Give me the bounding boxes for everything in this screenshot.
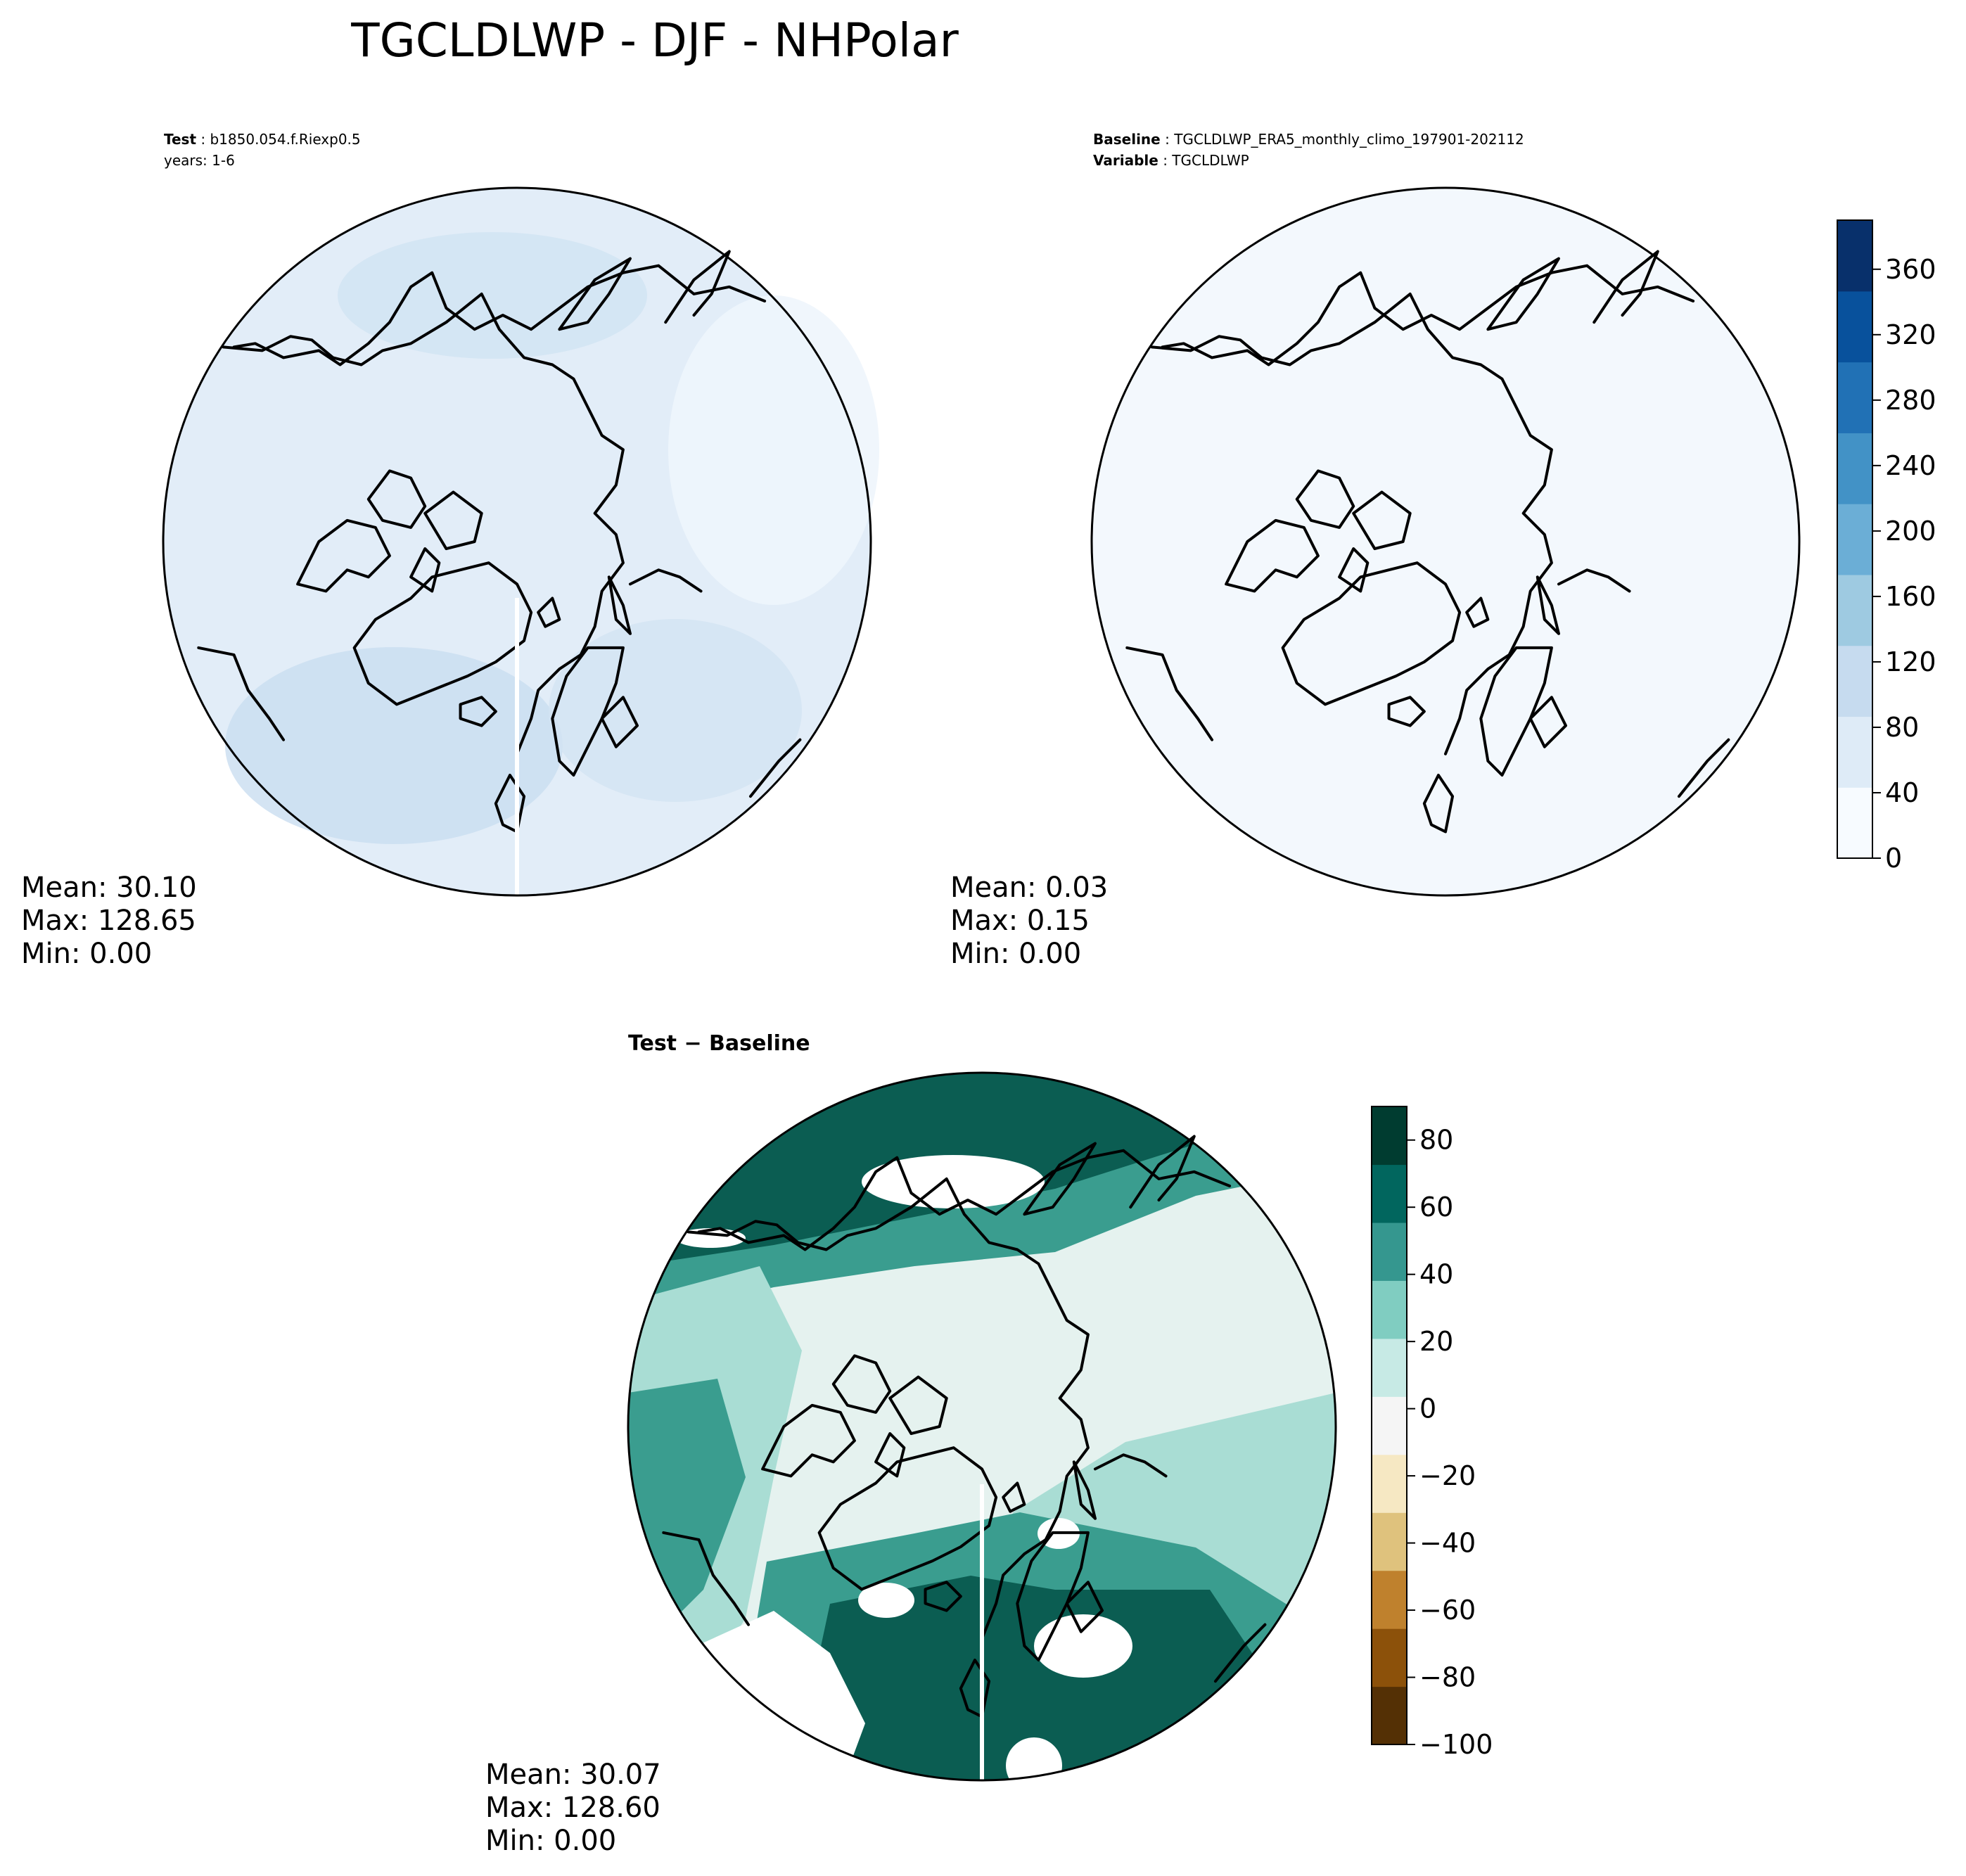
test-max: Max: 128.65 <box>21 905 196 937</box>
diff-colorbar-segment <box>1372 1454 1407 1513</box>
test-years: years: 1-6 <box>164 152 235 169</box>
diff-colorbar-segment <box>1372 1338 1407 1397</box>
diff-colorbar-tick-label: −60 <box>1419 1595 1476 1626</box>
main-colorbar-tick-label: 40 <box>1885 777 1919 808</box>
main-colorbar-segment <box>1837 220 1872 292</box>
main-colorbar-segment <box>1837 362 1872 433</box>
diff-title: Test − Baseline <box>628 1031 810 1056</box>
diff-colorbar-tick-label: 60 <box>1419 1192 1453 1223</box>
main-colorbar: 0 40 80 120 160 200 240 280 320 360 <box>1837 219 1936 874</box>
baseline-label: Baseline : TGCLDLWP_ERA5_monthly_climo_1… <box>1093 131 1524 148</box>
test-label-sep: : <box>196 131 210 148</box>
diff-colorbar-tick-label: −100 <box>1419 1729 1493 1760</box>
test-min: Min: 0.00 <box>21 938 152 970</box>
test-map-field-patch <box>338 232 647 359</box>
diff-colorbar-tick-label: 80 <box>1419 1125 1453 1156</box>
baseline-variable-value: TGCLDLWP <box>1171 152 1249 169</box>
baseline-max: Max: 0.15 <box>950 905 1090 937</box>
figure-title: TGCLDLWP - DJF - NHPolar <box>350 13 959 68</box>
diff-colorbar: 80 60 40 20 0 −20 −40 −60 −80 −100 <box>1371 1106 1493 1760</box>
main-colorbar-segment <box>1837 504 1872 575</box>
diff-colorbar-segment <box>1372 1396 1407 1455</box>
diff-colorbar-segment <box>1372 1222 1407 1281</box>
main-colorbar-tick-label: 360 <box>1885 254 1936 285</box>
diff-map-boundary <box>627 1071 1337 1782</box>
diff-mask-uk <box>1006 1737 1062 1780</box>
main-colorbar-tick-label: 320 <box>1885 319 1936 350</box>
main-colorbar-frame <box>1837 219 1873 859</box>
diff-map <box>627 1071 1337 1782</box>
test-map-boundary <box>162 186 872 897</box>
main-colorbar-segment <box>1837 787 1872 859</box>
test-label-bold: Test <box>164 131 196 148</box>
baseline-mean: Mean: 0.03 <box>950 872 1108 904</box>
baseline-map-boundary <box>1090 186 1801 897</box>
test-map <box>162 186 879 897</box>
baseline-map-field <box>1092 188 1799 895</box>
main-colorbar-tick-label: 120 <box>1885 646 1936 677</box>
diff-colorbar-tick-label: 20 <box>1419 1326 1453 1357</box>
main-colorbar-segment <box>1837 716 1872 788</box>
diff-colorbar-tick-label: −40 <box>1419 1528 1476 1559</box>
main-colorbar-segment <box>1837 433 1872 504</box>
diff-mean: Mean: 30.07 <box>485 1759 661 1791</box>
diff-colorbar-segment <box>1372 1628 1407 1687</box>
diff-colorbar-tick-label: 40 <box>1419 1259 1453 1290</box>
baseline-variable-sep: : <box>1158 152 1172 169</box>
baseline-variable-bold: Variable <box>1093 152 1158 169</box>
baseline-label-sep: : <box>1161 131 1174 148</box>
main-colorbar-segment <box>1837 291 1872 363</box>
test-mean: Mean: 30.10 <box>21 872 197 904</box>
diff-mask-greenland-sea <box>858 1583 914 1618</box>
diff-colorbar-tick-label: −20 <box>1419 1460 1476 1491</box>
baseline-panel: Baseline : TGCLDLWP_ERA5_monthly_climo_1… <box>950 131 1801 970</box>
diff-colorbar-tick-label: −80 <box>1419 1662 1476 1693</box>
baseline-map <box>1090 186 1801 897</box>
diff-colorbar-segment <box>1372 1686 1407 1745</box>
test-label: Test : b1850.054.f.Riexp0.5 <box>164 131 361 148</box>
baseline-label-bold: Baseline <box>1093 131 1161 148</box>
main-colorbar-tick-label: 200 <box>1885 516 1936 547</box>
test-panel: Test : b1850.054.f.Riexp0.5 years: 1-6 M… <box>21 131 879 970</box>
diff-max: Max: 128.60 <box>485 1792 660 1824</box>
test-map-field-patch <box>549 619 802 802</box>
baseline-min: Min: 0.00 <box>950 938 1081 970</box>
main-colorbar-tick-label: 80 <box>1885 712 1919 743</box>
diff-mask-norway <box>1034 1614 1132 1678</box>
diff-colorbar-tick-label: 0 <box>1419 1393 1436 1424</box>
main-colorbar-tick-label: 280 <box>1885 385 1936 416</box>
main-colorbar-tick-label: 240 <box>1885 450 1936 481</box>
diff-colorbar-segment <box>1372 1570 1407 1629</box>
diff-colorbar-segment <box>1372 1164 1407 1223</box>
baseline-label-value: TGCLDLWP_ERA5_monthly_climo_197901-20211… <box>1173 131 1524 148</box>
diff-map-field <box>628 1073 1336 1780</box>
main-colorbar-segment <box>1837 645 1872 717</box>
diff-mask-alaska <box>862 1155 1045 1208</box>
test-label-value: b1850.054.f.Riexp0.5 <box>210 131 360 148</box>
diff-min: Min: 0.00 <box>485 1825 616 1857</box>
diff-panel: Test − Baseline <box>485 1031 1337 1857</box>
diff-fill-atlantic-dark <box>809 1576 1266 1780</box>
main-colorbar-tick-label: 0 <box>1885 843 1902 874</box>
main-colorbar-segment <box>1837 574 1872 646</box>
baseline-variable: Variable : TGCLDLWP <box>1093 152 1249 169</box>
diff-colorbar-frame <box>1371 1106 1408 1745</box>
diff-colorbar-segment <box>1372 1512 1407 1571</box>
diff-colorbar-segment <box>1372 1280 1407 1339</box>
diff-colorbar-segment <box>1372 1106 1407 1166</box>
test-map-field-patch <box>668 295 879 605</box>
main-colorbar-tick-label: 160 <box>1885 581 1936 612</box>
test-map-field-patch <box>225 647 563 844</box>
